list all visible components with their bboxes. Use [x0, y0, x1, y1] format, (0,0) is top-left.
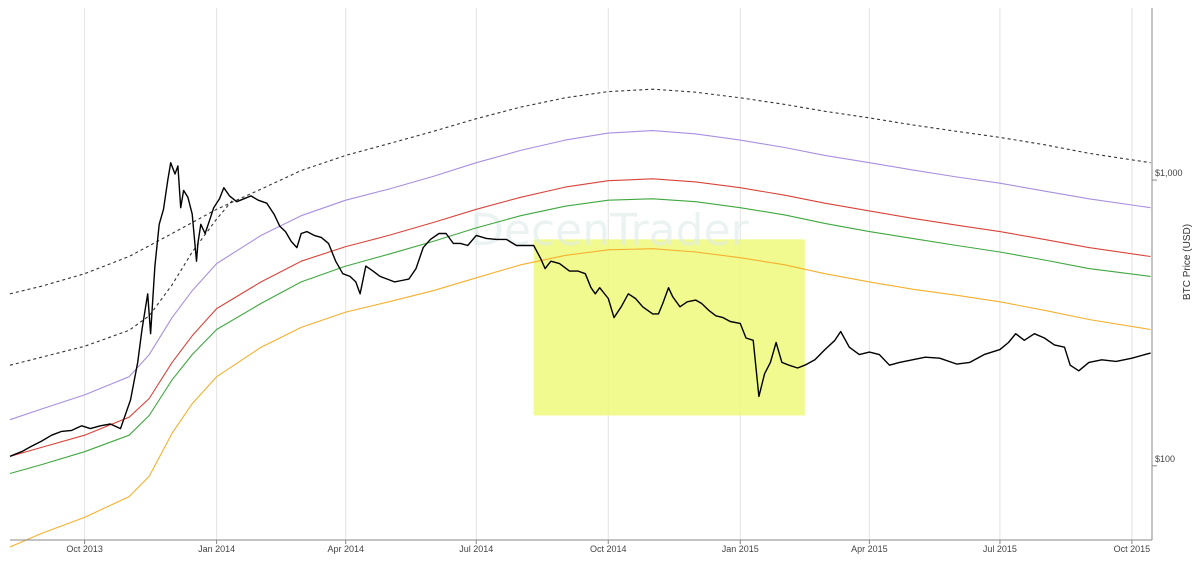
- x-tick-label: Jan 2015: [722, 544, 759, 554]
- highlight-region: [533, 239, 805, 416]
- series-green-band: [9, 198, 1151, 475]
- y-tick-label: $1,000: [1155, 168, 1183, 178]
- x-tick-label: Oct 2013: [66, 544, 103, 554]
- x-tick-label: Oct 2014: [590, 544, 627, 554]
- y-tick-label: $100: [1155, 454, 1175, 464]
- series-purple-band: [9, 130, 1151, 421]
- y-axis-label: BTC Price (USD): [1182, 224, 1193, 300]
- x-tick-label: Jan 2014: [198, 544, 235, 554]
- series-red-band: [9, 178, 1151, 457]
- series-lines: [9, 88, 1151, 548]
- y-axis-ticks: $100 $1,000: [1152, 168, 1183, 467]
- x-axis-ticks: Oct 2013 Jan 2014 Apr 2014 Jul 2014 Oct 2014…: [66, 540, 1150, 554]
- series-price: [9, 162, 1151, 457]
- highlight-box: [533, 239, 805, 416]
- series-yellow-band: [9, 248, 1151, 548]
- x-tick-label: Apr 2015: [851, 544, 888, 554]
- x-tick-label: Apr 2014: [327, 544, 364, 554]
- watermark-text: DecenTrader: [470, 205, 750, 256]
- series-lower-dashed: [9, 198, 235, 366]
- x-tick-label: Oct 2015: [1114, 544, 1151, 554]
- x-tick-label: Jul 2014: [459, 544, 493, 554]
- x-tick-label: Jul 2015: [983, 544, 1017, 554]
